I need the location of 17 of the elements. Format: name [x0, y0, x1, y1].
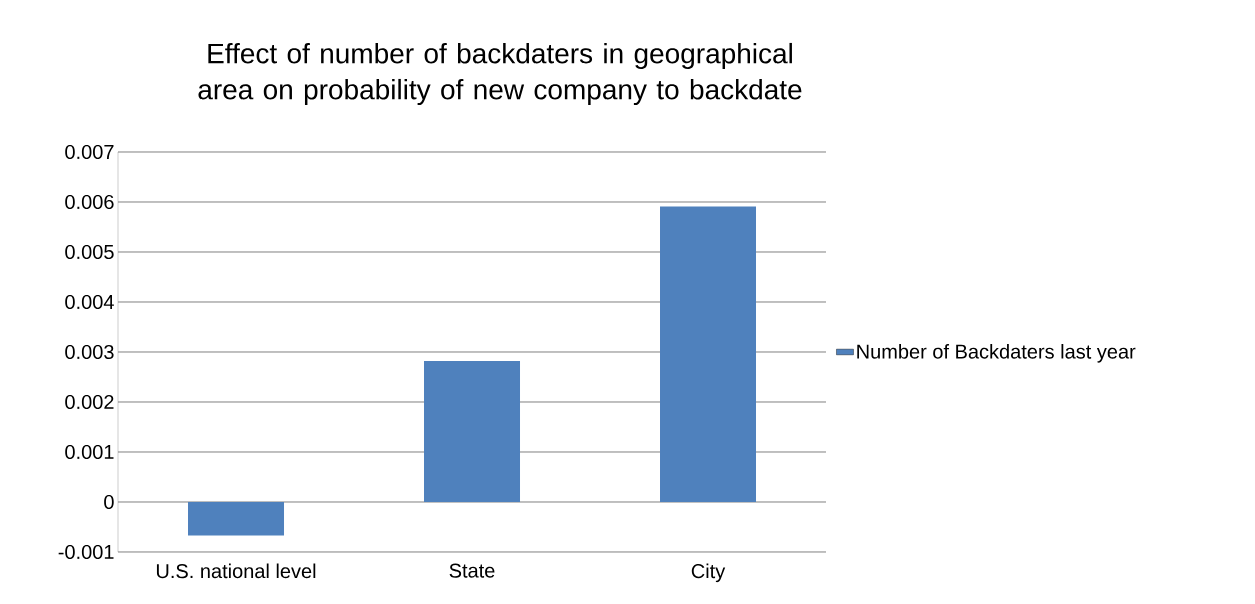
y-tick-label: 0	[104, 494, 114, 510]
x-tick-label: U.S. national level	[156, 563, 316, 579]
legend-label: Number of Backdaters last year	[857, 343, 1136, 363]
chart-title: Effect of number of backdaters in geographical area on probability of new company to backdate	[198, 42, 802, 106]
y-tick-label: 0.003	[65, 344, 114, 360]
x-tick-label: State	[449, 563, 495, 578]
bar	[424, 360, 521, 502]
y-tick-label: 0.001	[65, 444, 114, 460]
y-tick-label: 0.005	[65, 244, 114, 260]
y-tick-label: 0.004	[65, 294, 114, 310]
y-tick-label: 0.007	[65, 144, 114, 160]
bar	[660, 206, 757, 502]
y-tick-label: 0.002	[65, 394, 114, 410]
y-tick-label: -0.001	[58, 544, 114, 560]
y-tick-label: 0.006	[65, 194, 114, 210]
x-tick-label: City	[691, 563, 726, 583]
bar	[188, 501, 285, 536]
